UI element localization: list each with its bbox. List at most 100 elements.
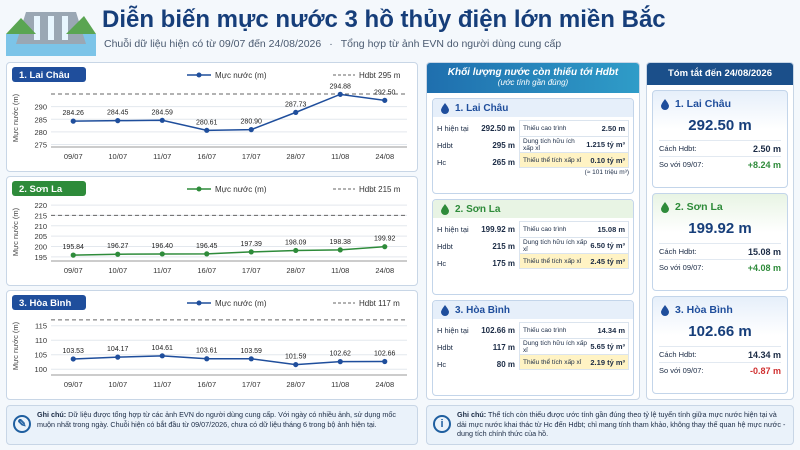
legend-label: Mực nước (m)	[215, 185, 267, 194]
point	[204, 127, 210, 133]
legend-swatch	[196, 186, 202, 192]
row-value: 15.08 m	[747, 246, 781, 257]
point	[159, 117, 165, 123]
detail-row: Thiếu cao trình 2.50 m	[519, 120, 629, 136]
reservoir-name: 2. Sơn La	[675, 201, 723, 213]
row-value: 2.50 m	[752, 143, 781, 154]
row-label: Hdbt	[437, 242, 453, 251]
row-label: Thiếu thể tích xấp xỉ	[523, 156, 582, 164]
drop-icon	[441, 204, 449, 215]
reference-legend: Hdbt 295 m	[359, 71, 401, 80]
line	[73, 355, 385, 366]
row-label: Hdbt	[437, 141, 453, 150]
row-value: 292.50 m	[481, 124, 515, 133]
chart-title: 2. Sơn La	[19, 184, 63, 195]
row-value: 2.19 tỷ m³	[590, 357, 625, 367]
row-label: Hc	[437, 360, 447, 369]
note-icon: i	[433, 415, 451, 433]
x-tick-label: 09/07	[64, 266, 83, 275]
row-label: So với 09/07:	[659, 263, 704, 272]
card-body: H hiện tại 102.66 m Hdbt 117 m Hc 80 m Thiếu c…	[433, 319, 633, 376]
point	[248, 127, 254, 133]
y-axis-label: Mực nước (m)	[11, 321, 20, 370]
row-label: Thiếu thể tích xấp xỉ	[523, 358, 582, 366]
x-tick-label: 16/07	[197, 266, 216, 275]
x-tick-label: 17/07	[242, 380, 261, 389]
drop-icon	[661, 202, 669, 213]
x-tick-label: 17/07	[242, 266, 261, 275]
y-tick-label: 100	[34, 365, 47, 374]
data-label: 102.62	[330, 351, 352, 358]
drop-icon	[441, 305, 449, 316]
x-tick-label: 24/08	[375, 380, 394, 389]
dam-icon	[6, 12, 96, 56]
summary-card: 1. Lai Châu 292.50 m Cách Hdbt: 2.50 m So vớ…	[652, 90, 788, 188]
row-value: +4.08 m	[747, 262, 781, 273]
x-tick-label: 16/07	[197, 380, 216, 389]
charts: 1. Lai Châu Mực nước (m) Hdbt 295 m Mực nướ…	[6, 62, 418, 404]
card-header: 1. Lai Châu	[433, 99, 633, 117]
chart: 3. Hòa Bình Mực nước (m) Hdbt 117 m Mực nướ…	[11, 295, 407, 389]
data-label: 294.88	[330, 83, 352, 90]
detail-list: Thiếu cao trình 15.08 m Dung tích hữu ích …	[519, 221, 629, 272]
current-level: 292.50 m	[688, 117, 752, 134]
data-label: 196.45	[196, 243, 218, 250]
row-value: 0.10 tỷ m³	[590, 155, 625, 165]
level-row: Hc 265 m	[437, 154, 515, 171]
row-value: 199.92 m	[481, 225, 515, 234]
chart: 1. Lai Châu Mực nước (m) Hdbt 295 m Mực nướ…	[11, 67, 407, 161]
row-value: +8.24 m	[747, 159, 781, 170]
x-tick-label: 28/07	[286, 152, 305, 161]
row-label: So với 09/07:	[659, 366, 704, 375]
detail-row: Dung tích hữu ích xấp xỉ 6.50 tỷ m³	[519, 237, 629, 253]
x-tick-label: 09/07	[64, 380, 83, 389]
card-header: 2. Sơn La	[659, 198, 781, 216]
level-row: Hc 175 m	[437, 255, 515, 272]
level-row: H hiện tại 102.66 m	[437, 322, 515, 339]
point	[204, 356, 210, 362]
data-label: 102.66	[374, 350, 396, 357]
x-tick-label: 09/07	[64, 152, 83, 161]
level-row: Hdbt 117 m	[437, 339, 515, 356]
detail-row: Thiếu cao trình 14.34 m	[519, 322, 629, 338]
x-tick-label: 11/07	[153, 266, 171, 275]
x-tick-label: 16/07	[197, 152, 216, 161]
row-value: 14.34 m	[597, 326, 625, 335]
reference-legend: Hdbt 117 m	[359, 299, 400, 308]
x-tick-label: 10/07	[108, 266, 127, 275]
note-text: Thể tích còn thiếu được ước tính gần đún…	[457, 410, 786, 439]
row-value: -0.87 m	[749, 365, 781, 376]
reservoir-name: 1. Lai Châu	[675, 98, 732, 110]
y-tick-label: 275	[34, 140, 47, 149]
row-value: 5.65 tỷ m³	[590, 342, 625, 351]
subtitle: Chuỗi dữ liệu hiện có từ 09/07 đến 24/08…	[104, 38, 562, 50]
point	[382, 244, 388, 250]
data-label: 104.61	[152, 345, 174, 352]
data-label: 198.09	[285, 239, 307, 246]
x-tick-label: 11/07	[153, 380, 171, 389]
point	[337, 91, 343, 97]
reservoir-name: 2. Sơn La	[455, 203, 501, 215]
subtitle-part: Tổng hợp từ ảnh EVN do người dùng cung c…	[340, 38, 562, 50]
row-label: Cách Hdbt:	[659, 350, 697, 359]
chart-card: 3. Hòa Bình Mực nước (m) Hdbt 117 m Mực nướ…	[6, 290, 418, 400]
note-icon: ✎	[13, 415, 31, 433]
drop-icon	[661, 305, 669, 316]
data-label: 103.59	[241, 348, 263, 355]
panel-subtitle: (ước tính gần đúng)	[497, 78, 569, 87]
detail-note: (≈ 101 triệu m³)	[584, 169, 629, 176]
point	[382, 97, 388, 103]
data-label: 199.92	[374, 236, 396, 243]
row-value: 2.45 tỷ m³	[590, 256, 625, 266]
data-label: 198.38	[330, 239, 352, 246]
chart-card: 2. Sơn La Mực nước (m) Hdbt 215 m Mực nước …	[6, 176, 418, 286]
subtitle-part: Chuỗi dữ liệu hiện có từ 09/07 đến 24/08…	[104, 38, 322, 50]
point	[70, 356, 76, 362]
detail-row: Thiếu thể tích xấp xỉ 2.19 tỷ m³	[519, 354, 629, 370]
summary-row: So với 09/07: +4.08 m	[659, 259, 781, 275]
detail-row: Dung tích hữu ích xấp xỉ 1.215 tỷ m³	[519, 136, 629, 152]
drop-shape	[441, 204, 449, 215]
point	[70, 118, 76, 124]
current-level: 199.92 m	[688, 220, 752, 237]
data-label: 104.17	[107, 346, 129, 353]
